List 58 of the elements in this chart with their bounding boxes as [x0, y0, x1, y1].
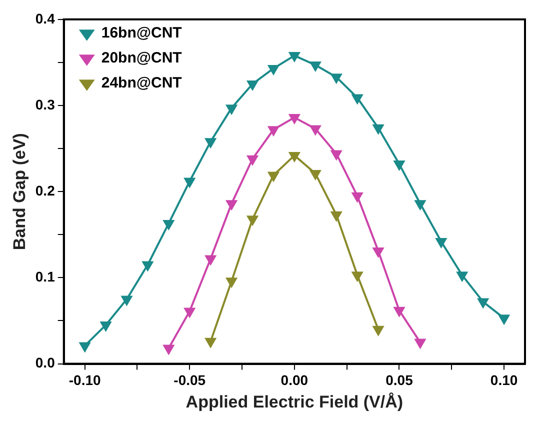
point	[205, 338, 216, 348]
x-tick-label: 0.00	[280, 372, 308, 388]
point	[205, 255, 216, 265]
point	[79, 342, 90, 352]
point	[289, 52, 300, 62]
point	[163, 220, 174, 230]
point	[331, 211, 342, 221]
point	[184, 178, 195, 188]
point	[498, 314, 510, 324]
point	[394, 160, 405, 170]
point	[456, 272, 468, 282]
point	[394, 306, 405, 316]
point	[372, 326, 384, 336]
point	[414, 200, 426, 210]
point	[352, 94, 363, 104]
y-tick-label: 0.1	[35, 268, 56, 285]
point	[331, 150, 342, 160]
x-tick-label: -0.10	[68, 372, 101, 388]
legend-label: 16bn@CNT	[101, 24, 182, 42]
point	[372, 124, 384, 134]
point	[247, 216, 258, 226]
point	[268, 172, 279, 182]
y-tick-label: 0.2	[35, 182, 56, 198]
point	[268, 126, 279, 136]
point	[205, 138, 216, 148]
legend-label: 24bn@CNT	[101, 74, 182, 92]
point	[289, 152, 300, 162]
point	[310, 170, 321, 180]
point	[310, 62, 321, 72]
point	[121, 296, 132, 306]
y-axis-title: Band Gap (eV)	[10, 133, 29, 250]
y-tick-label: 0.3	[35, 96, 56, 112]
point	[372, 248, 384, 258]
point	[226, 200, 237, 210]
point	[226, 104, 237, 114]
x-tick-label: 0.10	[490, 372, 518, 388]
point	[414, 338, 426, 348]
point	[268, 64, 279, 74]
point	[436, 238, 446, 248]
point	[163, 344, 174, 354]
x-tick-label: -0.05	[174, 372, 206, 388]
legend-label: 20bn@CNT	[101, 50, 182, 67]
point	[100, 322, 112, 332]
point	[310, 125, 321, 135]
point	[247, 80, 258, 90]
point	[142, 261, 154, 271]
x-tick-label: 0.05	[386, 372, 414, 388]
point	[352, 272, 363, 282]
x-axis-title: Applied Electric Field (V/Å)	[186, 392, 404, 412]
y-tick-label: 0.0	[35, 354, 56, 371]
point	[247, 155, 258, 165]
y-tick-label: 0.4	[35, 10, 56, 26]
point	[289, 114, 300, 124]
point	[478, 298, 488, 308]
point	[184, 308, 195, 318]
point	[226, 278, 237, 288]
point	[331, 74, 342, 84]
point	[352, 192, 363, 202]
